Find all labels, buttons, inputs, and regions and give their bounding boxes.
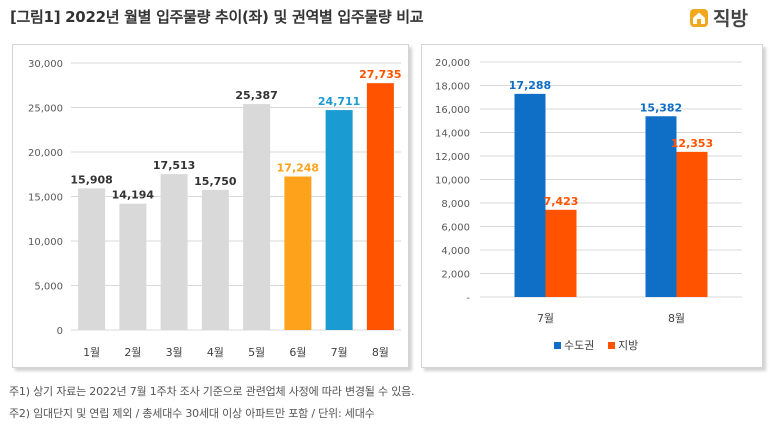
y-tick-label: 10,000 [28,237,63,248]
x-tick-label: 7월 [331,346,348,359]
y-tick-label: 2,000 [441,270,470,281]
y-tick-label: - [466,293,470,304]
bar [645,116,677,297]
bar [325,110,353,330]
data-label: 24,711 [318,95,360,108]
regional-supply-chart: - 2,000 4,000 6,000 8,000 10,000 12,000 14,000 1… [421,44,763,368]
brand-logo: 직방 [689,4,748,31]
y-tick-label: 8,000 [441,199,470,210]
chart-title: [그림1] 2022년 월별 입주물량 추이(좌) 및 권역별 입주물량 비교 [10,8,424,26]
x-tick-label: 7월 [537,312,554,325]
footnote-2: 주2) 임대단지 및 연립 제외 / 총세대수 30세대 이상 아파트만 포함 … [9,407,375,420]
bar [201,189,229,330]
footnote-1: 주1) 상기 자료는 2022년 7월 1주차 조사 기준으로 관련업체 사정에… [9,385,415,398]
data-label: 15,750 [194,175,237,188]
y-tick-label: 4,000 [441,246,470,257]
x-tick-label: 4월 [207,346,224,359]
data-label: 15,908 [70,173,112,186]
y-tick-label: 25,000 [28,104,63,115]
house-icon [689,8,709,28]
bar [676,151,708,297]
x-tick-label: 5월 [248,346,265,359]
y-tick-label: 5,000 [34,282,63,293]
regional-supply-chart-svg: - 2,000 4,000 6,000 8,000 10,000 12,000 14,000 1… [435,58,742,352]
bar [160,174,188,330]
legend-label: 지방 [618,339,638,352]
data-label: 27,735 [359,68,401,81]
logo-text: 직방 [713,8,748,30]
x-tick-label: 8월 [668,312,685,325]
monthly-supply-chart-svg: 0 5,000 10,000 15,000 20,000 25,000 30,000 15,9… [28,59,402,359]
bar [514,93,546,297]
x-tick-label: 3월 [166,346,183,359]
y-tick-label: 0 [57,326,63,337]
y-tick-label: 20,000 [435,58,470,69]
x-tick-label: 6월 [289,346,306,359]
bar [284,176,312,330]
monthly-supply-chart: 0 5,000 10,000 15,000 20,000 25,000 30,000 15,9… [12,44,409,368]
bar [545,209,577,297]
y-tick-label: 12,000 [435,152,470,163]
y-tick-label: 10,000 [435,176,470,187]
legend-swatch [554,342,561,349]
data-label: 14,194 [112,189,155,202]
data-label: 17,513 [153,159,195,172]
y-tick-label: 16,000 [435,105,470,116]
data-label: 15,382 [640,101,682,114]
bar [366,83,394,330]
legend-swatch [608,342,615,349]
x-tick-label: 1월 [83,346,100,359]
data-label: 12,353 [671,137,713,150]
data-label: 7,423 [544,195,579,208]
bar [78,188,106,330]
bar [119,203,147,330]
bar [243,104,271,330]
y-tick-label: 6,000 [441,223,470,234]
x-tick-label: 2월 [124,346,141,359]
data-label: 25,387 [235,89,277,102]
y-tick-label: 20,000 [28,148,63,159]
y-tick-label: 30,000 [28,59,63,70]
y-tick-label: 14,000 [435,129,470,140]
data-label: 17,248 [277,161,319,174]
y-tick-label: 15,000 [28,193,63,204]
y-tick-label: 18,000 [435,82,470,93]
x-tick-label: 8월 [372,346,389,359]
data-label: 17,288 [509,79,551,92]
legend-label: 수도권 [564,339,594,352]
